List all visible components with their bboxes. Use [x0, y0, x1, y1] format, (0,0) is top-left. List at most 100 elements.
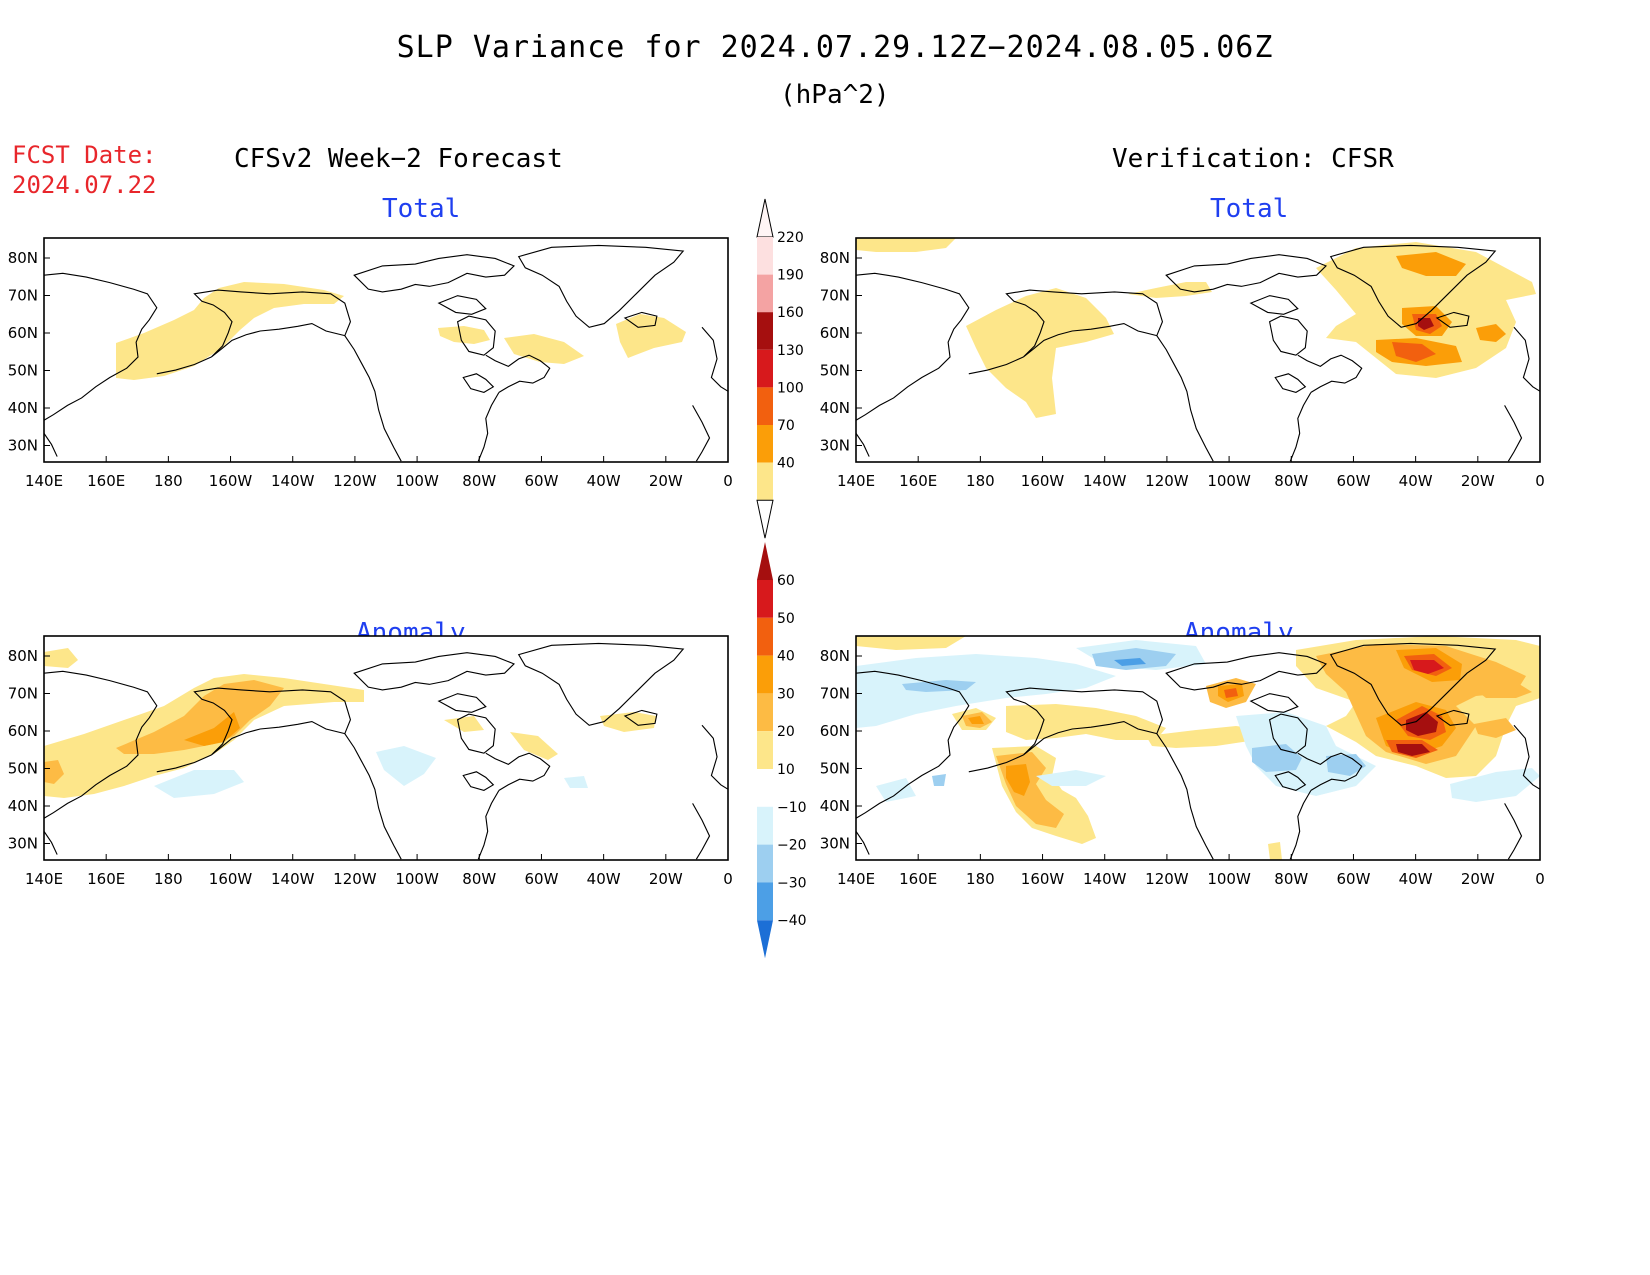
- colorbar-anom-label: −20: [777, 838, 807, 854]
- lon-tick-label: 160E: [899, 472, 937, 490]
- lon-tick-label: 0: [1535, 870, 1545, 888]
- lat-tick-label: 80N: [8, 249, 38, 267]
- colorbar-anom-label: 60: [777, 573, 795, 589]
- lon-tick-label: 180: [154, 870, 183, 888]
- lon-tick-label: 20W: [649, 472, 683, 490]
- lat-tick-label: 60N: [820, 324, 850, 342]
- lon-tick-label: 60W: [524, 870, 558, 888]
- lat-tick-label: 70N: [8, 685, 38, 703]
- map-panel-fcst-anom: [43, 635, 729, 861]
- colorbar-total-label: 40: [777, 456, 795, 472]
- colorbar-total-swatch: [757, 387, 773, 425]
- lon-tick-label: 0: [723, 472, 733, 490]
- colorbar-total-label: 160: [777, 305, 804, 321]
- lon-tick-label: 60W: [1336, 870, 1370, 888]
- lon-tick-label: 140E: [837, 870, 875, 888]
- lon-tick-label: 40W: [587, 870, 621, 888]
- map-panel-verif-anom: [855, 635, 1541, 861]
- lat-tick-label: 30N: [820, 437, 850, 455]
- lat-tick-label: 30N: [8, 437, 38, 455]
- lon-tick-label: 120W: [333, 472, 377, 490]
- lat-tick-label: 60N: [820, 722, 850, 740]
- lat-tick-label: 70N: [8, 287, 38, 305]
- colorbar-anom-swatch: [757, 580, 773, 618]
- lon-tick-label: 160W: [1021, 870, 1065, 888]
- shading-verif-total: [856, 238, 1536, 418]
- units-label: (hPa^2): [780, 80, 890, 110]
- lon-tick-label: 20W: [1461, 870, 1495, 888]
- figure-title: SLP Variance for 2024.07.29.12Z−2024.08.…: [396, 30, 1274, 65]
- lon-tick-label: 60W: [524, 472, 558, 490]
- lat-tick-label: 40N: [820, 797, 850, 815]
- lat-tick-label: 40N: [820, 399, 850, 417]
- lon-tick-label: 140W: [1083, 472, 1127, 490]
- lon-tick-label: 100W: [1207, 472, 1251, 490]
- colorbar-anom-bottom-arrow: [757, 920, 773, 959]
- lon-tick-label: 40W: [1399, 870, 1433, 888]
- lon-tick-label: 140E: [837, 472, 875, 490]
- lon-tick-label: 120W: [1145, 472, 1189, 490]
- colorbar-total: 220 190 160 130 100 70 40: [756, 198, 804, 539]
- lon-tick-label: 80W: [462, 870, 496, 888]
- colorbar-anom-label: 30: [777, 686, 795, 702]
- colorbar-total-label: 70: [777, 418, 795, 434]
- lon-tick-label: 120W: [1145, 870, 1189, 888]
- lat-tick-label: 50N: [820, 362, 850, 380]
- forecast-header: CFSv2 Week−2 Forecast: [234, 144, 563, 174]
- lon-tick-label: 160E: [899, 870, 937, 888]
- lon-tick-label: 160W: [209, 870, 253, 888]
- lon-tick-label: 20W: [1461, 472, 1495, 490]
- colorbar-anom-label: 10: [777, 762, 795, 778]
- axis-labels: 140E 160E 180 160W 140W 120W 100W 80W 60W 40W 20W 0…: [8, 249, 1545, 888]
- lat-tick-label: 30N: [8, 835, 38, 853]
- lat-tick-label: 50N: [820, 760, 850, 778]
- colorbar-total-label: 130: [777, 343, 804, 359]
- colorbar-total-swatch: [757, 274, 773, 313]
- lon-tick-label: 180: [966, 870, 995, 888]
- colorbar-anom-label: −10: [777, 800, 807, 816]
- lat-tick-label: 40N: [8, 399, 38, 417]
- colorbar-total-swatch: [757, 462, 773, 501]
- map-panel-fcst-total: [43, 237, 729, 463]
- lon-tick-label: 40W: [1399, 472, 1433, 490]
- lat-tick-label: 80N: [820, 647, 850, 665]
- colorbar-total-swatch: [757, 349, 773, 388]
- colorbar-anom-swatch: [757, 844, 773, 883]
- lon-tick-label: 160W: [209, 472, 253, 490]
- lat-tick-label: 30N: [820, 835, 850, 853]
- colorbar-total-label: 190: [777, 268, 804, 284]
- lat-tick-label: 80N: [8, 647, 38, 665]
- lon-tick-label: 0: [1535, 472, 1545, 490]
- colorbar-anom-swatch: [757, 769, 773, 807]
- lon-tick-label: 140E: [25, 870, 63, 888]
- colorbar-anom-top-arrow: [757, 542, 773, 580]
- lon-tick-label: 100W: [395, 472, 439, 490]
- colorbar-anom-swatch: [757, 882, 773, 921]
- colorbar-anom-swatch: [757, 693, 773, 732]
- lon-tick-label: 80W: [462, 472, 496, 490]
- lon-tick-label: 80W: [1274, 870, 1308, 888]
- lon-tick-label: 0: [723, 870, 733, 888]
- colorbar-total-top-arrow: [756, 198, 774, 238]
- lon-tick-label: 180: [966, 472, 995, 490]
- colorbar-anom-swatch: [757, 617, 773, 656]
- colorbar-anom-label: 50: [777, 611, 795, 627]
- lon-tick-label: 100W: [1207, 870, 1251, 888]
- lon-tick-label: 100W: [395, 870, 439, 888]
- lon-tick-label: 20W: [649, 870, 683, 888]
- lon-tick-label: 120W: [333, 870, 377, 888]
- lat-tick-label: 60N: [8, 324, 38, 342]
- lon-tick-label: 160E: [87, 472, 125, 490]
- colorbar-anom-label: 20: [777, 724, 795, 740]
- lon-tick-label: 180: [154, 472, 183, 490]
- map-panel-verif-total: [855, 237, 1541, 463]
- lon-tick-label: 60W: [1336, 472, 1370, 490]
- colorbar-total-label: 100: [777, 380, 804, 396]
- lon-tick-label: 140E: [25, 472, 63, 490]
- colorbar-anom-label: −30: [777, 875, 807, 891]
- shading-fcst-total: [116, 282, 686, 380]
- lon-tick-label: 140W: [1083, 870, 1127, 888]
- lon-tick-label: 140W: [271, 472, 315, 490]
- lon-tick-label: 140W: [271, 870, 315, 888]
